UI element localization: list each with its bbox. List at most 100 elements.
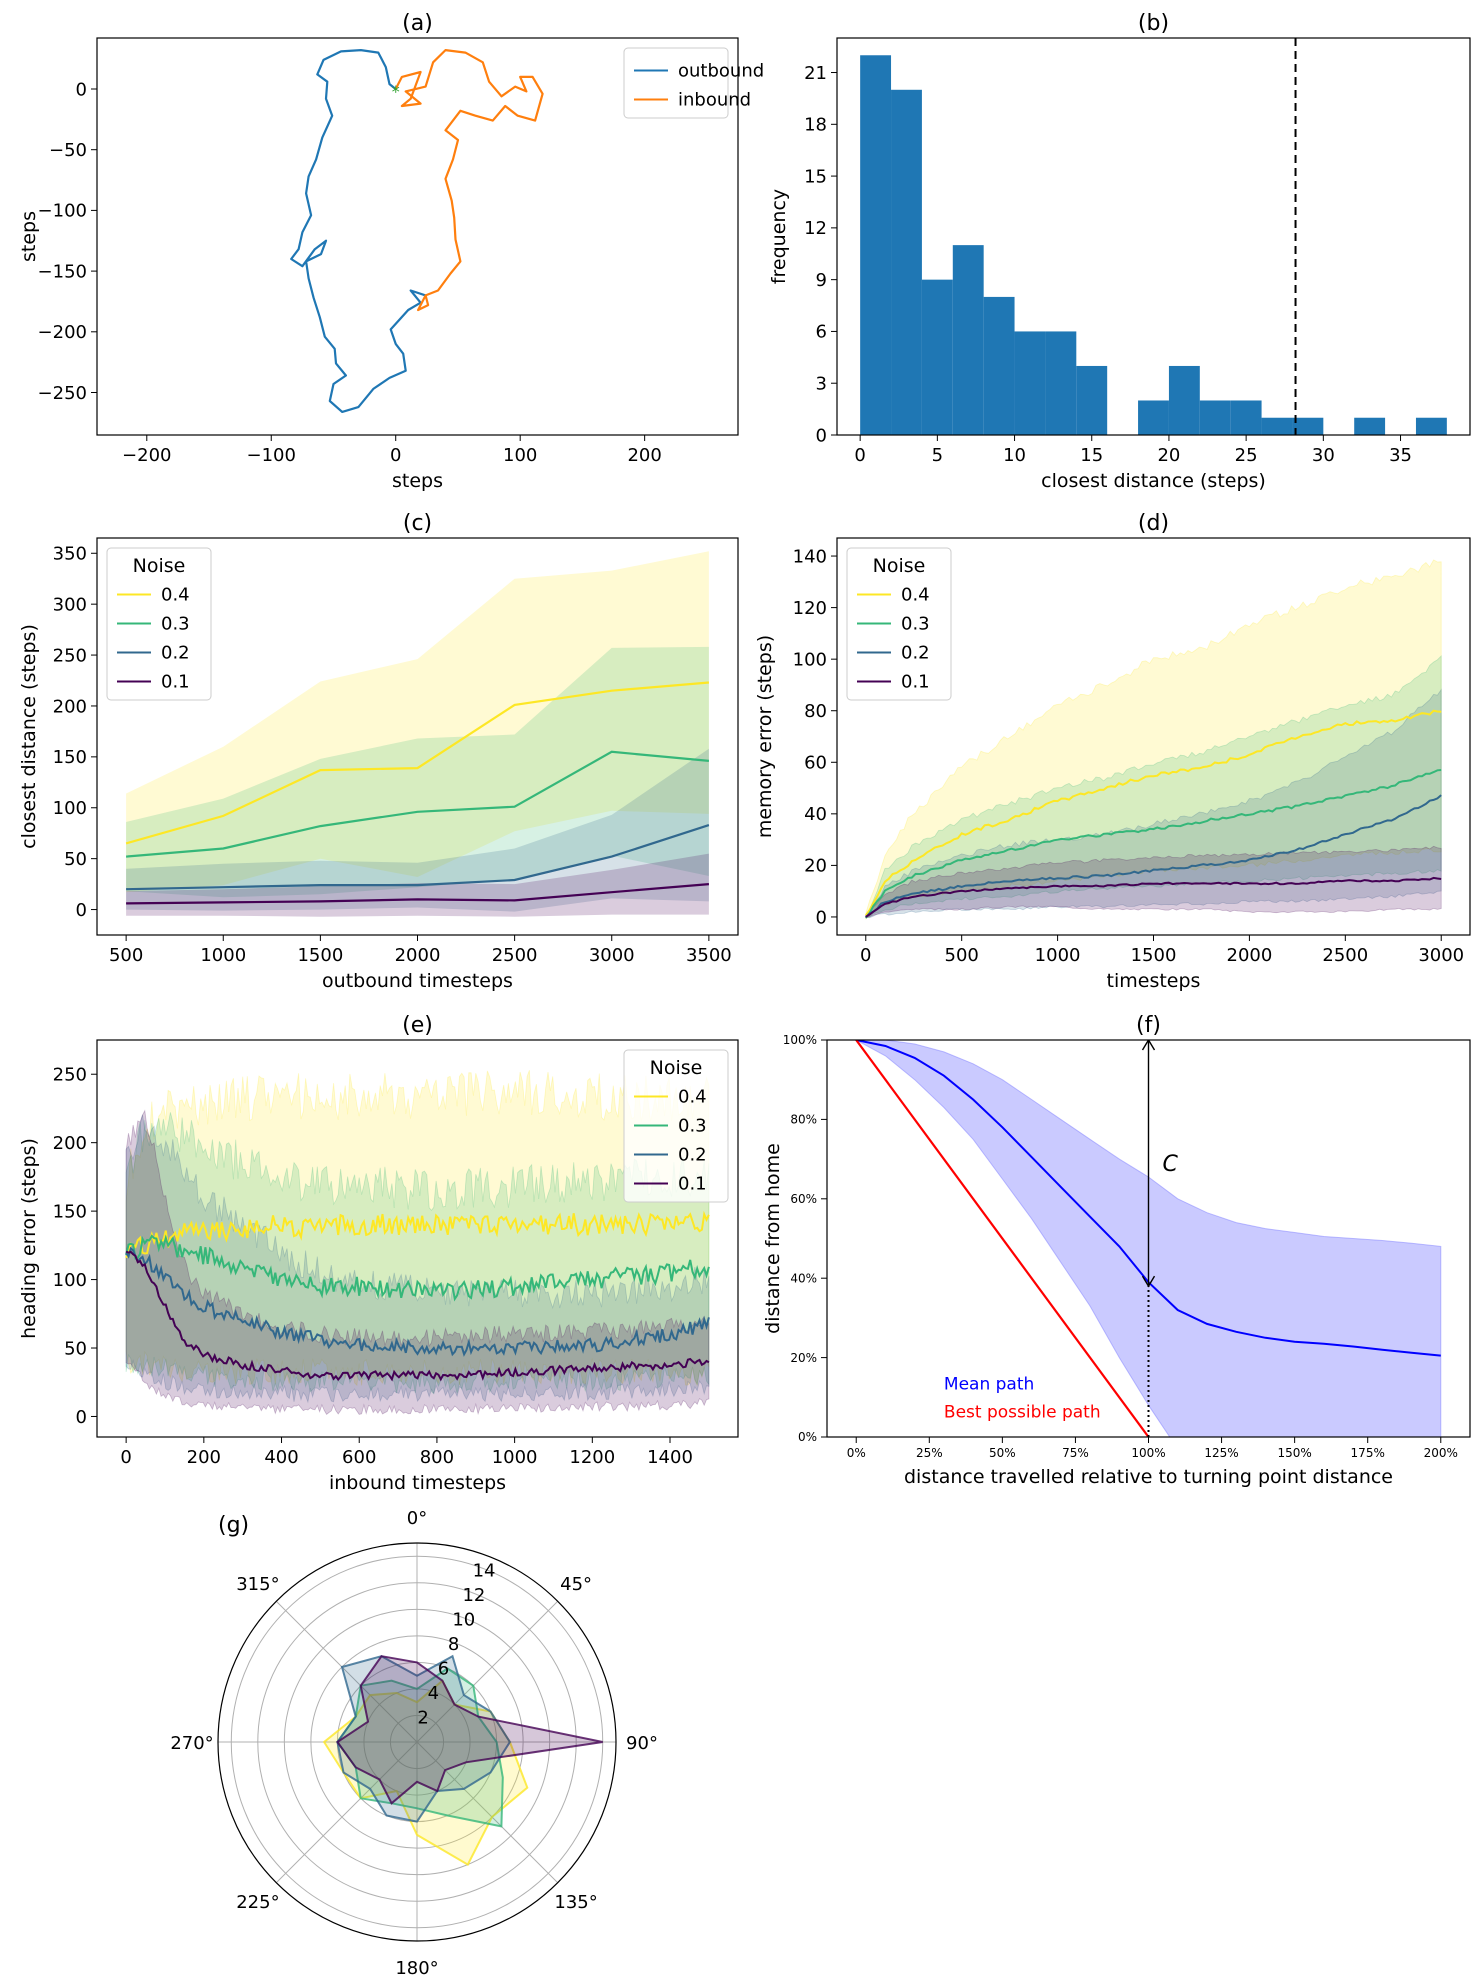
series-line-0.1 [125, 1250, 710, 1382]
start-marker: * [392, 82, 400, 101]
x-tick-label: 0 [120, 1447, 131, 1468]
panel-title-f: (f) [1136, 1013, 1161, 1038]
legend-label: 0.1 [161, 672, 190, 693]
x-tick-label: 2500 [1322, 945, 1368, 966]
y-tick-label: 250 [53, 1065, 87, 1086]
plot-frame [96, 537, 739, 936]
plot-frame [96, 1039, 739, 1438]
y-tick-label: 100 [53, 798, 87, 819]
y-tick-label: 350 [53, 544, 87, 565]
x-axis-label-b: closest distance (steps) [1041, 470, 1266, 492]
y-tick-label: 20% [790, 1351, 817, 1365]
x-tick-label: 600 [342, 1447, 376, 1468]
x-tick-label: 5 [932, 445, 943, 466]
series-line-0.3 [125, 1234, 710, 1302]
legend: Noise 0.4 0.3 0.2 0.1 [106, 547, 212, 701]
angular-gridline [275, 1741, 418, 1884]
radial-tick-label: 8 [448, 1634, 459, 1655]
y-axis-label-b: frequency [768, 189, 790, 284]
panel-e: (e) 0 200 400 600 800 1000 1200 1400 0 50 100 150 200… [18, 1013, 739, 1494]
panel-title-c: (c) [403, 511, 432, 536]
x-axis-label-d: timesteps [1107, 970, 1201, 992]
arrow-head [1141, 1040, 1156, 1051]
x-tick-label: 3500 [686, 945, 732, 966]
y-tick-label: 100% [783, 1033, 817, 1047]
legend-label: 0.4 [901, 585, 930, 606]
panel-title-d: (d) [1138, 511, 1169, 536]
y-tick-label: 12 [804, 218, 827, 239]
histogram-bar [983, 296, 1015, 435]
legend-label: outbound [678, 61, 764, 82]
angle-label: 45° [560, 1574, 592, 1595]
y-tick-label: 50 [64, 849, 87, 870]
legend-label: 0.4 [161, 585, 190, 606]
angle-label: 135° [554, 1892, 597, 1913]
y-tick-label: 150 [53, 1201, 87, 1222]
plot-frame [836, 37, 1471, 436]
x-tick-label: 30 [1312, 445, 1335, 466]
angle-label: 225° [236, 1892, 279, 1913]
legend: Noise 0.4 0.3 0.2 0.1 [623, 1049, 729, 1203]
x-tick-label: 10 [1003, 445, 1026, 466]
histogram-bar [1168, 365, 1200, 435]
x-tick-label: 1000 [200, 945, 246, 966]
band-0.1 [865, 845, 1442, 919]
x-tick-label: 1400 [647, 1447, 693, 1468]
x-tick-label: 0 [860, 945, 871, 966]
angle-label: 0° [407, 1508, 427, 1529]
x-tick-label: 75% [1062, 1446, 1089, 1460]
x-tick-label: 175% [1351, 1446, 1385, 1460]
plot-area-f [855, 1040, 1442, 1437]
y-tick-label: 18 [804, 115, 827, 136]
y-tick-label: −50 [49, 140, 87, 161]
plot-area-e [125, 1070, 710, 1416]
y-tick-label: −100 [38, 201, 87, 222]
series-line-0.2 [865, 794, 1442, 918]
trajectory-outbound [290, 49, 426, 413]
band-0.3 [865, 655, 1442, 918]
y-tick-label: 3 [816, 374, 827, 395]
x-tick-label: 1000 [1035, 945, 1081, 966]
x-tick-label: 2500 [492, 945, 538, 966]
y-axis-label-e: heading error (steps) [18, 1138, 40, 1339]
polar-series-0.1 [335, 1655, 603, 1805]
y-tick-label: 100 [53, 1270, 87, 1291]
polar-frame [217, 1542, 617, 1942]
plot-area-d [864, 559, 1442, 920]
x-tick-label: 0 [390, 445, 401, 466]
radial-tick-label: 10 [452, 1609, 475, 1630]
band-0.3 [125, 1112, 710, 1395]
plot-area-b [860, 38, 1447, 435]
radial-tick-label: 4 [428, 1683, 439, 1704]
band-0.4 [125, 1070, 710, 1387]
trajectory-inbound [394, 49, 544, 312]
radial-tick-label: 2 [417, 1707, 428, 1728]
panel-d: (d) 0 500 1000 1500 2000 2500 3000 0 20 40 60 80 100 1… [754, 511, 1471, 992]
radial-tick-label: 12 [462, 1585, 485, 1606]
x-tick-label: 3000 [1418, 945, 1464, 966]
y-tick-label: −250 [38, 383, 87, 404]
x-tick-label: 2000 [1227, 945, 1273, 966]
histogram-bar [1292, 417, 1324, 435]
panel-title-g: (g) [218, 1513, 249, 1538]
series-line-0.2 [125, 1246, 710, 1357]
annotation-c: C [1163, 1152, 1179, 1177]
radial-tick-label: 6 [438, 1658, 449, 1679]
x-tick-label: 0% [847, 1446, 866, 1460]
histogram-bar [860, 55, 892, 435]
legend-label: 0.3 [901, 614, 930, 635]
histogram-bar [1354, 417, 1386, 435]
legend-label: 0.1 [901, 672, 930, 693]
legend-title: Noise [650, 1057, 703, 1079]
legend-label: 0.3 [678, 1116, 707, 1137]
panel-a: * (a) −200 −100 0 100 200 0 −50 −100 −150 −200 −250 s… [18, 11, 764, 492]
legend-box [846, 547, 952, 701]
angle-label: 315° [236, 1574, 279, 1595]
x-tick-label: 1500 [1131, 945, 1177, 966]
y-axis-label-a: steps [18, 211, 40, 262]
x-tick-label: 50% [989, 1446, 1016, 1460]
y-tick-label: 80% [790, 1113, 817, 1127]
inline-label: Best possible path [944, 1402, 1101, 1422]
legend-box [623, 1049, 729, 1203]
legend: outbound inbound [623, 47, 764, 119]
